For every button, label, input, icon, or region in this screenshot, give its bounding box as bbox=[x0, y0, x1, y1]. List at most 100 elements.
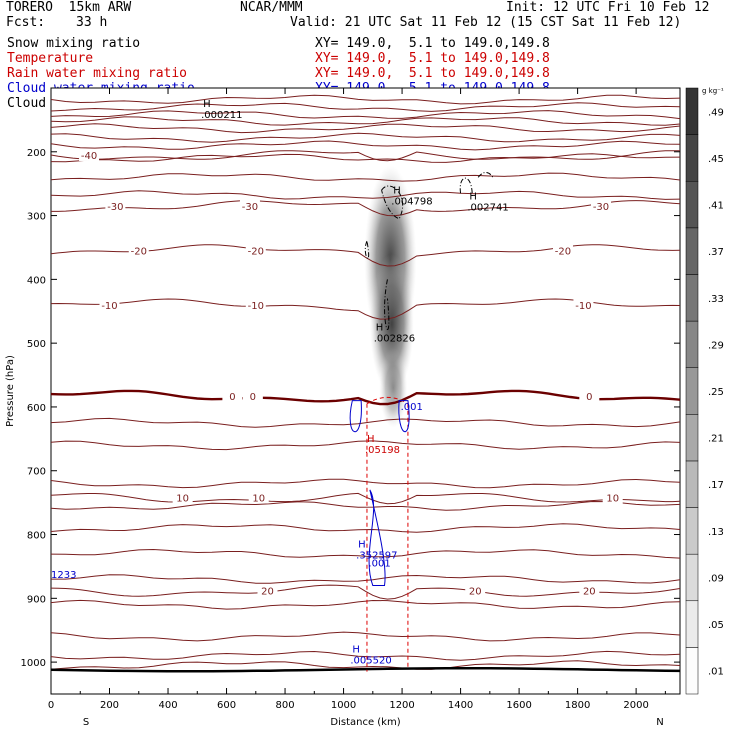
maximum-value: .004798 bbox=[391, 196, 432, 207]
legend-field-name: Snow mixing ratio bbox=[7, 36, 141, 51]
colorbar-label: .13 bbox=[708, 527, 724, 538]
isotherm-label-bg bbox=[105, 200, 126, 213]
cloud-ice-contour bbox=[459, 172, 494, 197]
colorbar-bin bbox=[685, 180, 699, 229]
colorbar-label: .25 bbox=[708, 387, 724, 398]
isotherm-label: -40 bbox=[81, 151, 97, 162]
maximum-value: .000211 bbox=[201, 110, 242, 121]
maximum-value: .005520 bbox=[350, 656, 391, 667]
isotherm-label-bg bbox=[257, 584, 278, 597]
cloud-ice-contour bbox=[364, 240, 390, 330]
isotherm-line bbox=[51, 153, 680, 163]
maximum-marker-h: H bbox=[376, 322, 384, 333]
isotherm-label-bg bbox=[579, 584, 600, 597]
fcst-value: 33 h bbox=[76, 15, 108, 30]
isotherm-label: -30 bbox=[107, 202, 123, 213]
contour-label: .001 bbox=[368, 558, 390, 569]
plot-area: -40 -30 -30 -30 -20 -20 -20 -10 -10 -10 0 0 0 10 10 10 2… bbox=[51, 94, 680, 673]
isotherm-label-bg bbox=[591, 200, 612, 213]
isotherm-label-bg bbox=[222, 390, 243, 403]
isotherm-label-bg bbox=[552, 244, 573, 257]
isotherm-label: 0 bbox=[586, 392, 592, 403]
isotherm-label: 10 bbox=[176, 494, 189, 505]
isotherm-label-bg bbox=[245, 298, 266, 311]
isotherm-label: -10 bbox=[575, 301, 591, 312]
isotherm-label: 20 bbox=[261, 587, 274, 598]
isotherm-line bbox=[51, 132, 680, 143]
maximum-marker-h: H bbox=[203, 99, 211, 110]
colorbar-bin bbox=[685, 600, 699, 648]
isotherm-label-bg bbox=[248, 491, 269, 504]
isotherm-line bbox=[51, 389, 680, 406]
legend-field-name: Temperature bbox=[7, 51, 94, 66]
colorbar-label: .49 bbox=[708, 107, 724, 118]
fcst-label: Fcst: bbox=[6, 15, 46, 30]
isotherm-label: -10 bbox=[248, 301, 264, 312]
y-tick-label: 400 bbox=[27, 275, 46, 286]
colorbar-bin bbox=[685, 414, 699, 462]
maximum-value: .352597 bbox=[356, 550, 397, 561]
isotherm-line bbox=[51, 200, 680, 217]
isotherm-label-bg bbox=[99, 298, 120, 311]
maximum-marker-h: H bbox=[352, 645, 360, 656]
colorbar-label: .01 bbox=[708, 667, 724, 678]
colorbar-bin bbox=[685, 227, 699, 275]
isotherm-line bbox=[51, 599, 680, 610]
x-tick-label: 400 bbox=[158, 700, 177, 711]
colorbar-bin bbox=[685, 87, 699, 135]
colorbar-bin bbox=[685, 553, 699, 602]
maximum-marker-h: H bbox=[358, 539, 366, 550]
isotherm-label: 0 bbox=[229, 392, 235, 403]
isotherm-label: 10 bbox=[606, 494, 619, 505]
isotherm-line bbox=[51, 94, 680, 105]
maximum-marker-h: H bbox=[367, 434, 375, 445]
cloud-water-contour bbox=[349, 400, 362, 433]
contour-label: .001 bbox=[401, 402, 423, 413]
colorbar-label: .05 bbox=[708, 620, 724, 631]
isotherm-line bbox=[51, 172, 680, 182]
y-axis-label: Pressure (hPa) bbox=[5, 355, 16, 427]
y-tick-label: 300 bbox=[27, 212, 46, 223]
colorbar-bin bbox=[685, 274, 699, 322]
colorbar-unit: g kg⁻¹ bbox=[702, 87, 724, 95]
isotherm-label-bg bbox=[602, 491, 623, 504]
surface-line bbox=[51, 667, 680, 673]
legend-field-section: XY= 149.0, 5.1 to 149.0,149.8 bbox=[315, 51, 550, 66]
y-tick-label: 500 bbox=[27, 339, 46, 350]
cloud-water-contour bbox=[398, 400, 410, 433]
model-title: TORERO 15km ARW bbox=[6, 0, 132, 15]
legend-field-section: XY= 149.0, 5.1 to 149.0,149.8 bbox=[315, 66, 550, 81]
isotherm-label: 20 bbox=[469, 587, 482, 598]
isotherm-label: -20 bbox=[555, 247, 571, 258]
maximum-value: .002826 bbox=[374, 333, 415, 344]
colorbar-bin bbox=[685, 460, 699, 508]
isotherm-label-bg bbox=[465, 584, 486, 597]
colorbar-bin bbox=[685, 367, 699, 415]
isotherm-line bbox=[51, 116, 680, 126]
isotherm-line bbox=[51, 500, 680, 511]
colorbar-label: .21 bbox=[708, 434, 724, 445]
x-tick-label: 1000 bbox=[331, 700, 356, 711]
isotherm-label-bg bbox=[573, 298, 594, 311]
isotherm-line bbox=[51, 660, 680, 670]
colorbar-bin bbox=[685, 320, 699, 368]
isotherm-label: -10 bbox=[101, 301, 117, 312]
isotherm-line bbox=[51, 244, 680, 267]
cloud-ice-contour bbox=[381, 185, 404, 220]
isotherm-label: 20 bbox=[583, 587, 596, 598]
x-tick-label: 1600 bbox=[506, 700, 531, 711]
x-end-label-south: S bbox=[83, 717, 89, 728]
isotherm-line bbox=[51, 123, 680, 134]
org-title: NCAR/MMM bbox=[240, 0, 303, 15]
colorbar-label: .45 bbox=[708, 154, 724, 165]
x-tick-label: 2000 bbox=[623, 700, 648, 711]
colorbar-label: .41 bbox=[708, 201, 724, 212]
x-end-label-north: N bbox=[656, 717, 663, 728]
isotherm-label-bg bbox=[242, 390, 263, 403]
isotherm-label-bg bbox=[239, 200, 260, 213]
isotherm-label: -20 bbox=[131, 247, 147, 258]
colorbar-label: .33 bbox=[708, 294, 724, 305]
colorbar-label: .17 bbox=[708, 480, 724, 491]
isotherm-line bbox=[51, 548, 680, 559]
